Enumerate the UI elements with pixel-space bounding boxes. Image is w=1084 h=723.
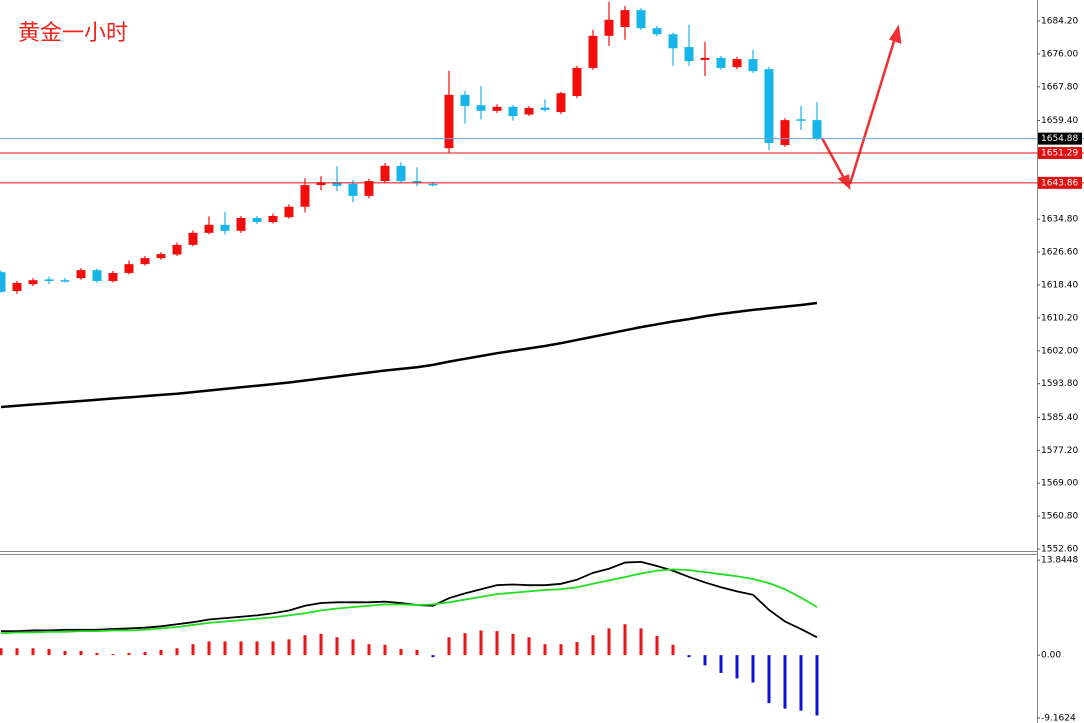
candle-body: [556, 93, 566, 113]
y-tick-label: 1667.80: [1041, 82, 1078, 92]
candle-body: [716, 57, 726, 68]
candle-body: [668, 34, 678, 49]
candle-body: [428, 183, 438, 186]
candle-body: [252, 217, 262, 222]
candle-body: [620, 10, 630, 28]
candle-body: [76, 270, 86, 279]
y-tick-label: 1585.40: [1041, 413, 1078, 423]
y-tick-label: 1602.00: [1041, 346, 1078, 356]
candle-body: [460, 94, 470, 107]
candle-body: [44, 279, 54, 281]
y-tick-label: 1610.20: [1041, 313, 1078, 323]
candle-body: [652, 28, 662, 35]
candle-body: [524, 108, 534, 115]
candle-body: [300, 185, 310, 207]
y-tick-label: 13.8448: [1041, 556, 1078, 566]
y-tick-label: 1552.60: [1041, 544, 1078, 554]
price-label-box: [1038, 176, 1082, 189]
candle-body: [172, 244, 182, 255]
candle-body: [412, 181, 422, 184]
candle-body: [108, 272, 118, 281]
candle-body: [236, 217, 246, 231]
candle-body: [60, 280, 70, 282]
candle-body: [284, 206, 294, 218]
candle-body: [796, 119, 806, 121]
candle-body: [188, 232, 198, 245]
y-tick-label: 1676.00: [1041, 49, 1078, 59]
candle-body: [764, 69, 774, 143]
candle-body: [268, 215, 278, 222]
indicator-line: [0, 568, 818, 635]
candle-body: [204, 224, 214, 233]
candle-body: [364, 181, 374, 196]
chart-title: 黄金一小时: [18, 21, 128, 46]
y-tick-label: 1634.80: [1041, 215, 1078, 225]
arrow-down: [820, 137, 847, 181]
candle-body: [604, 19, 614, 36]
candle-body: [780, 120, 790, 145]
candle-body: [540, 107, 550, 111]
candle-body: [572, 67, 582, 97]
candle-body: [492, 106, 502, 111]
candle-body: [124, 264, 134, 273]
price-label: 1651.29: [1041, 149, 1078, 159]
y-tick-label: 1684.20: [1041, 16, 1078, 26]
y-tick-label: 1659.40: [1041, 116, 1078, 126]
candle-body: [12, 282, 22, 292]
candle-body: [140, 258, 150, 265]
candle-body: [332, 182, 342, 186]
y-tick-label: 1618.40: [1041, 280, 1078, 290]
candle-body: [380, 165, 390, 182]
candle-body: [92, 270, 102, 281]
candle-body: [636, 10, 646, 29]
candle-body: [732, 59, 742, 68]
arrow-head: [889, 24, 902, 44]
candle-body: [0, 272, 6, 292]
y-tick-label: 0.00: [1041, 651, 1061, 661]
y-tick-label: -9.1624: [1041, 713, 1076, 723]
candle-body: [316, 182, 326, 186]
candle-body: [156, 254, 166, 259]
candle-body: [812, 120, 822, 139]
candle-body: [28, 280, 38, 285]
price-label-box: [1038, 147, 1082, 160]
candle-body: [588, 35, 598, 68]
candle-body: [700, 57, 710, 60]
price-label: 1654.88: [1041, 134, 1078, 144]
y-tick-label: 1577.20: [1041, 446, 1078, 456]
candle-body: [220, 224, 230, 231]
y-tick-label: 1560.80: [1041, 512, 1078, 522]
price-label: 1643.86: [1041, 178, 1078, 188]
price-label-box: [1038, 132, 1082, 145]
candle-body: [348, 183, 358, 196]
candle-body: [684, 47, 694, 62]
candle-body: [444, 94, 454, 149]
y-tick-label: 1569.00: [1041, 479, 1078, 489]
moving-average: [0, 301, 818, 409]
candle-body: [748, 59, 758, 72]
arrow-up: [848, 37, 897, 185]
candle-body: [396, 165, 406, 182]
candle-body: [476, 105, 486, 111]
y-tick-label: 1626.60: [1041, 248, 1078, 258]
y-tick-label: 1593.80: [1041, 379, 1078, 389]
candle-body: [508, 106, 518, 117]
